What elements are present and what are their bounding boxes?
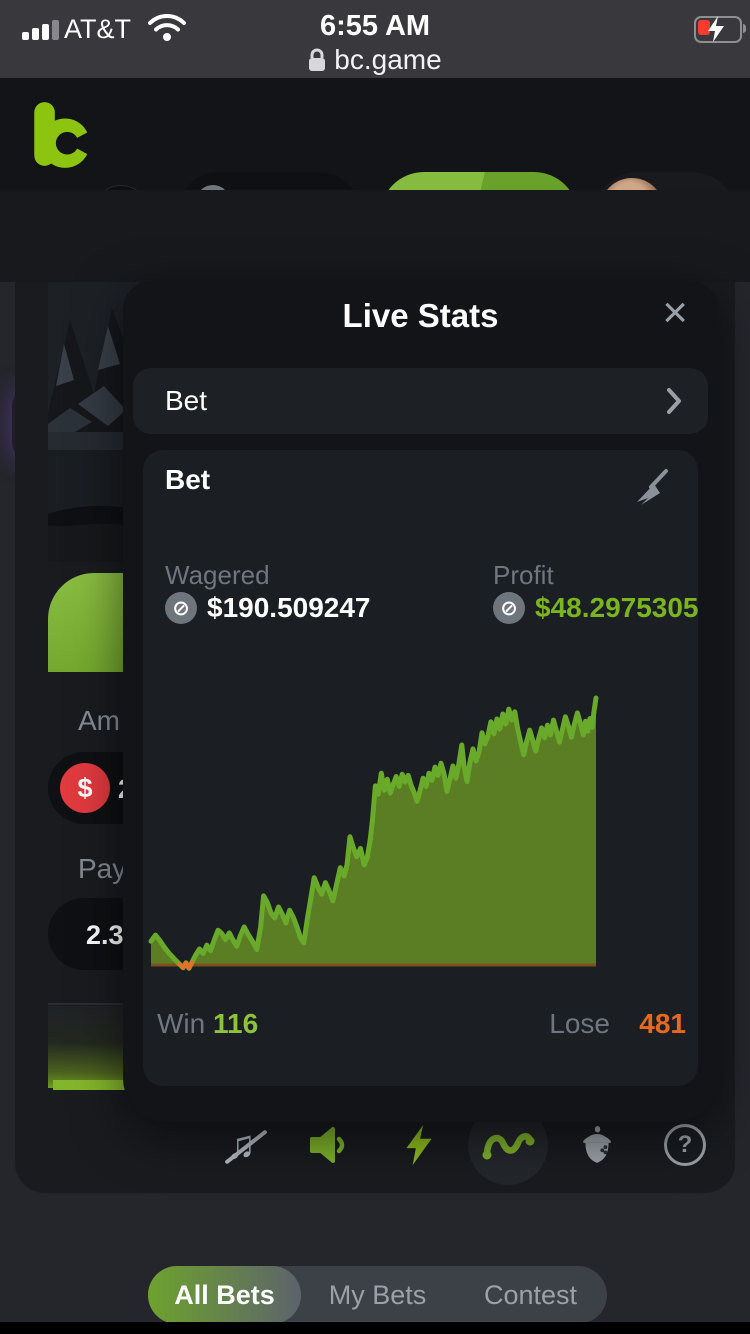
bets-tab-bar: All Bets My Bets Contest xyxy=(148,1266,607,1324)
clock: 6:55 AM xyxy=(319,10,431,42)
selector-label: Bet xyxy=(165,385,208,416)
roll-button-edge xyxy=(53,1080,138,1090)
profit-value: $48.2975305 xyxy=(535,592,699,623)
sound-toggle-button[interactable] xyxy=(302,1117,358,1173)
bet-stats-card: Bet Wagered ⊘ $190.509247 Profit ⊘ $48.2… xyxy=(143,450,699,1086)
acorn-seed-icon xyxy=(583,1126,611,1163)
app-header: ⊘ XLM $46.1574274 Wallet xyxy=(0,78,750,260)
signal-strength-icon xyxy=(22,20,59,40)
win-lose-row: Win 116 Lose 481 xyxy=(143,1008,698,1042)
wifi-icon xyxy=(148,13,186,47)
tab-contest[interactable]: Contest xyxy=(483,1279,578,1310)
turbo-bet-button[interactable] xyxy=(391,1117,447,1173)
win-label: Win xyxy=(157,1008,206,1039)
payout-label: Pay xyxy=(78,853,127,884)
ios-status-bar: AT&T 6:55 AM bc.game xyxy=(0,0,750,78)
help-button[interactable]: ? xyxy=(657,1117,713,1173)
lose-count: 481 xyxy=(639,1008,686,1039)
bcgame-logo[interactable] xyxy=(28,98,94,177)
live-stats-curve-icon xyxy=(482,1133,535,1160)
reset-broom-icon[interactable] xyxy=(632,466,674,508)
modal-title: Live Stats xyxy=(342,297,499,334)
amount-label: Am xyxy=(78,705,120,736)
lose-label: Lose xyxy=(549,1008,610,1039)
divider xyxy=(48,1003,138,1005)
speaker-icon xyxy=(310,1127,345,1163)
music-off-icon: ♫ xyxy=(226,1123,256,1167)
lightning-bolt-icon xyxy=(406,1125,432,1165)
address-bar[interactable]: bc.game xyxy=(0,44,750,76)
profit-label: Profit xyxy=(493,560,554,590)
carrier-label: AT&T xyxy=(64,14,131,44)
shortcut-row: $ 99 @ xyxy=(0,190,750,462)
domain-label: bc.game xyxy=(334,44,442,75)
bottom-edge-bar xyxy=(0,1322,750,1334)
close-icon[interactable]: × xyxy=(662,288,688,337)
live-stats-button[interactable] xyxy=(480,1117,536,1173)
chevron-right-icon xyxy=(667,388,681,414)
payout-value: 2.3 xyxy=(86,920,124,950)
profit-value-row: ⊘ $48.2975305 xyxy=(493,592,699,624)
tab-my-bets[interactable]: My Bets xyxy=(328,1279,427,1310)
wagered-value-row: ⊘ $190.509247 xyxy=(165,592,371,624)
wagered-value: $190.509247 xyxy=(207,592,371,623)
live-stats-modal: Live Stats × Bet Bet Wagered ⊘ $190.5092… xyxy=(123,281,718,1122)
usd-coin-icon: $ xyxy=(60,763,110,813)
music-toggle-button[interactable]: ♫ xyxy=(213,1117,269,1173)
stats-mode-selector[interactable]: Bet xyxy=(133,368,708,434)
wagered-label: Wagered xyxy=(165,560,270,590)
tab-all-bets[interactable]: All Bets xyxy=(148,1266,301,1324)
xlm-coin-icon: ⊘ xyxy=(493,592,525,624)
question-mark-icon: ? xyxy=(664,1124,706,1166)
card-title: Bet xyxy=(165,464,211,495)
xlm-coin-icon: ⊘ xyxy=(165,592,197,624)
profit-area-chart xyxy=(148,695,599,971)
lock-icon xyxy=(309,48,326,71)
win-count: 116 xyxy=(213,1008,259,1039)
battery-charging-icon xyxy=(694,16,746,43)
seed-settings-button[interactable] xyxy=(569,1117,625,1173)
